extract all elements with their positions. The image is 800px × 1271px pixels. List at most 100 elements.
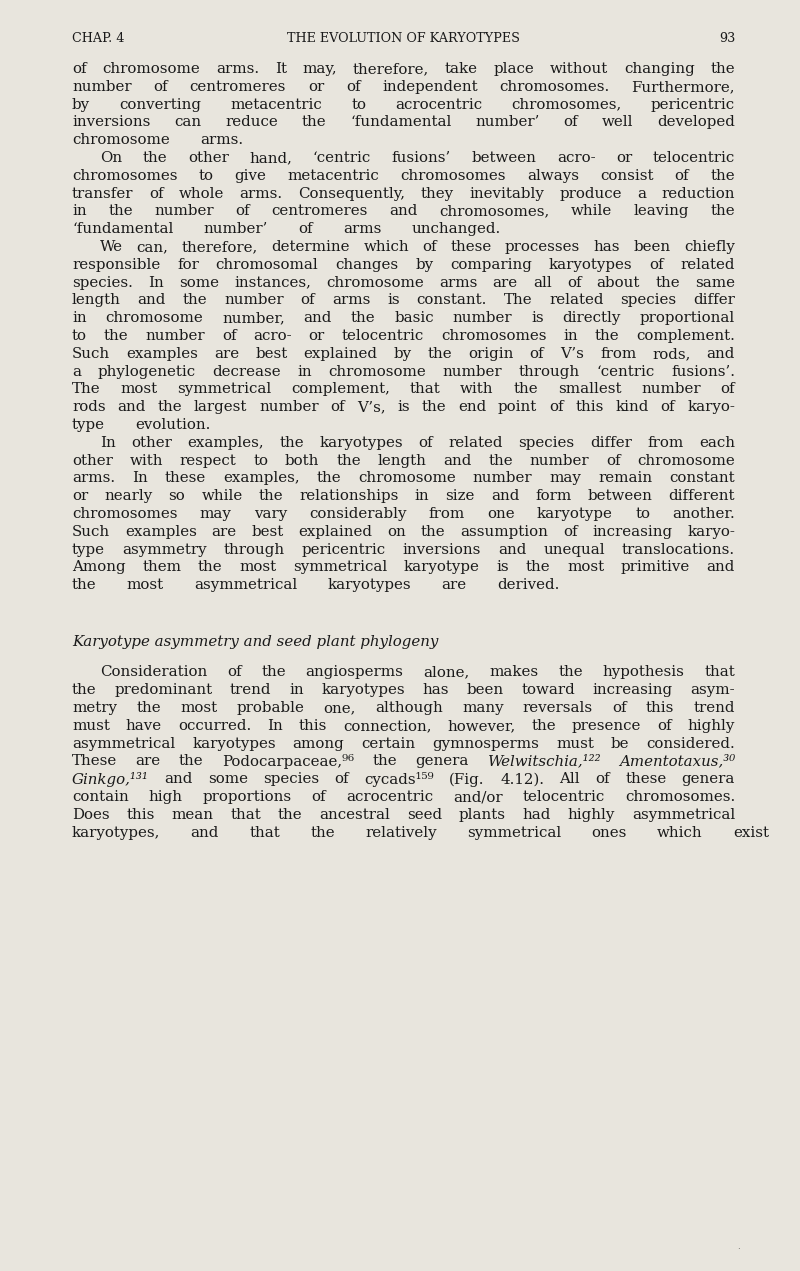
Text: independent: independent bbox=[382, 80, 478, 94]
Text: chromosomes.: chromosomes. bbox=[625, 791, 735, 805]
Text: determine: determine bbox=[271, 240, 350, 254]
Text: best: best bbox=[251, 525, 284, 539]
Text: so: so bbox=[169, 489, 186, 503]
Text: of: of bbox=[334, 773, 349, 787]
Text: which: which bbox=[657, 826, 702, 840]
Text: and: and bbox=[443, 454, 471, 468]
Text: of: of bbox=[422, 240, 437, 254]
Text: a: a bbox=[637, 187, 646, 201]
Text: number: number bbox=[453, 311, 512, 325]
Text: asym-: asym- bbox=[690, 684, 735, 698]
Text: hypothesis: hypothesis bbox=[602, 666, 685, 680]
Text: derived.: derived. bbox=[497, 578, 559, 592]
Text: these: these bbox=[450, 240, 492, 254]
Text: the: the bbox=[158, 400, 182, 414]
Text: chiefly: chiefly bbox=[684, 240, 735, 254]
Text: while: while bbox=[202, 489, 242, 503]
Text: karyotype: karyotype bbox=[404, 561, 480, 574]
Text: changing: changing bbox=[624, 62, 694, 76]
Text: chromosome: chromosome bbox=[638, 454, 735, 468]
Text: We: We bbox=[100, 240, 123, 254]
Text: of: of bbox=[567, 276, 582, 290]
Text: among: among bbox=[293, 737, 345, 751]
Text: one,: one, bbox=[323, 702, 356, 716]
Text: one: one bbox=[487, 507, 515, 521]
Text: karyotypes: karyotypes bbox=[319, 436, 403, 450]
Text: of: of bbox=[649, 258, 664, 272]
Text: in: in bbox=[799, 826, 800, 840]
Text: species: species bbox=[620, 294, 676, 308]
Text: size: size bbox=[446, 489, 475, 503]
Text: length: length bbox=[72, 294, 121, 308]
Text: related: related bbox=[681, 258, 735, 272]
Text: proportional: proportional bbox=[640, 311, 735, 325]
Text: other: other bbox=[72, 454, 113, 468]
Text: rods,: rods, bbox=[652, 347, 690, 361]
Text: some: some bbox=[208, 773, 248, 787]
Text: explained: explained bbox=[303, 347, 378, 361]
Text: be: be bbox=[611, 737, 630, 751]
Text: predominant: predominant bbox=[114, 684, 212, 698]
Text: metry: metry bbox=[72, 702, 117, 716]
Text: occurred.: occurred. bbox=[178, 719, 251, 733]
Text: end: end bbox=[458, 400, 486, 414]
Text: the: the bbox=[258, 489, 283, 503]
Text: through: through bbox=[518, 365, 580, 379]
Text: chromosome: chromosome bbox=[106, 311, 203, 325]
Text: origin: origin bbox=[468, 347, 514, 361]
Text: different: different bbox=[669, 489, 735, 503]
Text: the: the bbox=[182, 294, 207, 308]
Text: probable: probable bbox=[236, 702, 304, 716]
Text: by: by bbox=[394, 347, 411, 361]
Text: mean: mean bbox=[171, 808, 214, 822]
Text: other: other bbox=[188, 151, 229, 165]
Text: consist: consist bbox=[600, 169, 654, 183]
Text: centromeres: centromeres bbox=[271, 205, 368, 219]
Text: chromosomal: chromosomal bbox=[216, 258, 318, 272]
Text: assumption: assumption bbox=[460, 525, 548, 539]
Text: number: number bbox=[259, 400, 318, 414]
Text: to: to bbox=[254, 454, 268, 468]
Text: Does: Does bbox=[72, 808, 110, 822]
Text: and: and bbox=[303, 311, 332, 325]
Text: rods: rods bbox=[72, 400, 106, 414]
Text: of: of bbox=[298, 222, 313, 236]
Text: karyotypes: karyotypes bbox=[192, 737, 276, 751]
Text: seed: seed bbox=[407, 808, 442, 822]
Text: CHAP. 4: CHAP. 4 bbox=[72, 32, 124, 44]
Text: vary: vary bbox=[254, 507, 287, 521]
Text: unchanged.: unchanged. bbox=[412, 222, 501, 236]
Text: arms: arms bbox=[332, 294, 370, 308]
Text: In: In bbox=[267, 719, 282, 733]
Text: kind: kind bbox=[615, 400, 649, 414]
Text: genera: genera bbox=[682, 773, 735, 787]
Text: the: the bbox=[655, 276, 680, 290]
Text: In: In bbox=[132, 472, 148, 486]
Text: Amentotaxus,³⁰: Amentotaxus,³⁰ bbox=[618, 755, 735, 769]
Text: with: with bbox=[460, 383, 494, 397]
Text: the: the bbox=[421, 525, 446, 539]
Text: the: the bbox=[72, 684, 97, 698]
Text: the: the bbox=[198, 561, 222, 574]
Text: type: type bbox=[72, 543, 105, 557]
Text: all: all bbox=[533, 276, 552, 290]
Text: arms: arms bbox=[439, 276, 478, 290]
Text: the: the bbox=[262, 666, 286, 680]
Text: leaving: leaving bbox=[634, 205, 689, 219]
Text: remain: remain bbox=[598, 472, 653, 486]
Text: in: in bbox=[289, 684, 304, 698]
Text: and/or: and/or bbox=[453, 791, 502, 805]
Text: number: number bbox=[72, 80, 132, 94]
Text: the: the bbox=[372, 755, 397, 769]
Text: many: many bbox=[462, 702, 503, 716]
Text: In: In bbox=[100, 436, 116, 450]
Text: may: may bbox=[550, 472, 582, 486]
Text: point: point bbox=[498, 400, 538, 414]
Text: developed: developed bbox=[657, 116, 735, 130]
Text: have: have bbox=[126, 719, 162, 733]
Text: can: can bbox=[174, 116, 202, 130]
Text: inversions: inversions bbox=[72, 116, 150, 130]
Text: (Fig.: (Fig. bbox=[450, 773, 485, 787]
Text: evolution.: evolution. bbox=[135, 418, 210, 432]
Text: considerably: considerably bbox=[309, 507, 406, 521]
